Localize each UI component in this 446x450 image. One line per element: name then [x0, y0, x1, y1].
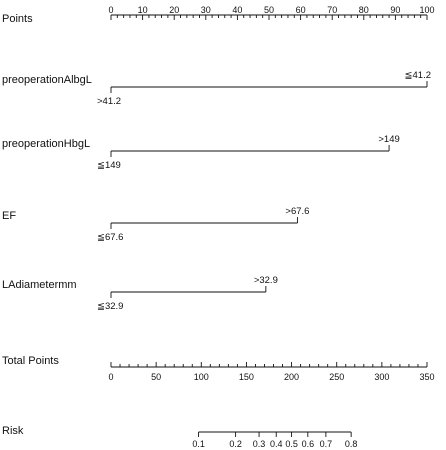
- risk-tick-label: 0.3: [253, 439, 266, 449]
- points-tick-label: 30: [201, 5, 211, 15]
- ef-level-label: ≦67.6: [97, 232, 123, 243]
- points-tick-label: 100: [419, 5, 434, 15]
- preoperationalbgl-level-label: >41.2: [97, 96, 121, 107]
- total-points-tick-label: 0: [108, 372, 113, 382]
- total-points-tick-label: 100: [194, 372, 209, 382]
- points-tick-label: 40: [232, 5, 242, 15]
- risk-tick-label: 0.6: [302, 439, 315, 449]
- total-points-tick-label: 250: [329, 372, 344, 382]
- risk-tick-label: 0.5: [285, 439, 298, 449]
- points-tick-label: 20: [169, 5, 179, 15]
- risk-tick-label: 0.4: [270, 439, 283, 449]
- risk-row-label: Risk: [2, 425, 24, 437]
- points-tick-label: 10: [138, 5, 148, 15]
- points-tick-label: 50: [264, 5, 274, 15]
- preoperationalbgl-level-label: ≦41.2: [405, 70, 431, 81]
- points-tick-label: 70: [327, 5, 337, 15]
- ladiametermm-row-label: LAdiametermm: [2, 279, 77, 291]
- risk-tick-label: 0.7: [320, 439, 333, 449]
- preoperationalbgl-row-label: preoperationAlbgL: [2, 74, 92, 86]
- points-row-label: Points: [2, 13, 33, 25]
- points-tick-label: 0: [108, 5, 113, 15]
- total-points-tick-label: 50: [151, 372, 161, 382]
- risk-tick-label: 0.1: [192, 439, 205, 449]
- points-tick-label: 90: [390, 5, 400, 15]
- ef-row-label: EF: [2, 210, 16, 222]
- points-tick-label: 60: [296, 5, 306, 15]
- total-points-tick-label: 150: [239, 372, 254, 382]
- ef-level-label: >67.6: [285, 206, 309, 217]
- total-points-tick-label: 200: [284, 372, 299, 382]
- points-tick-label: 80: [359, 5, 369, 15]
- preoperationhbgl-level-label: ≦149: [97, 160, 121, 171]
- preoperationhbgl-level-label: >149: [378, 134, 399, 145]
- risk-tick-label: 0.2: [229, 439, 242, 449]
- total-points-tick-label: 300: [374, 372, 389, 382]
- ladiametermm-level-label: >32.9: [254, 275, 278, 286]
- total-points-row-label: Total Points: [2, 355, 59, 367]
- risk-tick-label: 0.8: [345, 439, 358, 449]
- preoperationhbgl-row-label: preoperationHbgL: [2, 138, 90, 150]
- total-points-tick-label: 350: [419, 372, 434, 382]
- ladiametermm-level-label: ≦32.9: [97, 301, 123, 312]
